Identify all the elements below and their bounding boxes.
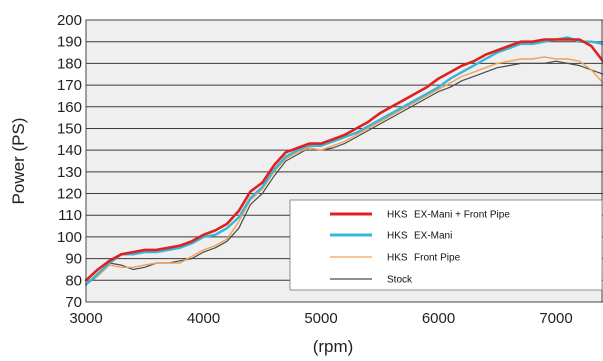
y-tick-190: 190 [57, 34, 82, 51]
y-axis-label: Power (PS) [9, 118, 28, 205]
x-tick-7000: 7000 [539, 310, 572, 327]
legend-brand-2: HKS [387, 231, 408, 242]
legend-label-1: EX-Mani + Front Pipe [414, 210, 510, 221]
legend: HKS EX-Mani + Front Pipe HKS EX-Mani HKS Fron… [289, 199, 603, 291]
y-tick-90: 90 [65, 251, 82, 268]
x-tick-labels: 3000 4000 5000 6000 7000 [69, 310, 572, 327]
y-tick-120: 120 [57, 186, 82, 203]
y-tick-200: 200 [57, 12, 82, 29]
y-tick-80: 80 [65, 272, 82, 289]
x-tick-5000: 5000 [304, 310, 337, 327]
y-tick-160: 160 [57, 99, 82, 116]
y-tick-140: 140 [57, 142, 82, 159]
y-tick-labels: 70 80 90 100 110 120 130 140 150 160 170 180 190 200 [57, 12, 82, 311]
legend-brand-3: HKS [387, 253, 408, 264]
series-lines [84, 36, 603, 286]
series-line-1 [84, 38, 603, 282]
y-tick-110: 110 [58, 207, 82, 224]
x-tick-6000: 6000 [422, 310, 455, 327]
legend-brand-1: HKS [387, 210, 408, 221]
y-tick-70: 70 [65, 294, 82, 311]
legend-label-2: EX-Mani [414, 231, 452, 242]
series-line-2 [84, 36, 603, 286]
y-tick-150: 150 [57, 120, 82, 137]
legend-label-4: Stock [387, 275, 413, 286]
x-tick-3000: 3000 [69, 310, 102, 327]
y-tick-100: 100 [57, 229, 82, 246]
y-tick-180: 180 [57, 55, 82, 72]
plot-border [85, 19, 603, 303]
series-line-3 [85, 56, 603, 284]
x-axis-label: (rpm) [313, 337, 354, 356]
y-tick-130: 130 [57, 164, 82, 181]
y-tick-170: 170 [57, 77, 82, 94]
x-tick-4000: 4000 [187, 310, 220, 327]
series-line-4 [85, 60, 603, 286]
legend-label-3: Front Pipe [414, 253, 461, 264]
